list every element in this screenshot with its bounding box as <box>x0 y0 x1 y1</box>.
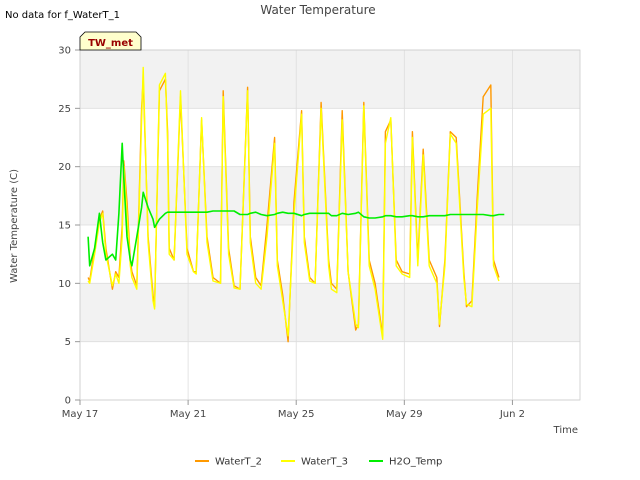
no-data-note: No data for f_WaterT_1 <box>5 10 120 21</box>
legend: WaterT_2 WaterT_3 H2O_Temp <box>195 457 442 468</box>
y-tick-label-10: 10 <box>58 279 71 290</box>
legend-label-watert_2: WaterT_2 <box>215 457 262 468</box>
y-tick-label-25: 25 <box>58 104 71 115</box>
legend-label-h2o_temp: H2O_Temp <box>389 457 442 468</box>
station-tag: TW_met <box>79 31 142 51</box>
series-line-watert_3 <box>87 66 500 340</box>
chart-title: Water Temperature <box>260 3 375 17</box>
y-axis-label: Water Temperature (C) <box>9 169 20 283</box>
shaded-band-2 <box>80 50 580 109</box>
x-tick-label-jun-2: Jun 2 <box>499 409 525 420</box>
station-tag-label: TW_met <box>88 38 133 49</box>
y-tick-label-15: 15 <box>58 221 71 232</box>
y-tick-label-5: 5 <box>65 337 71 348</box>
x-tick-label-may-25: May 25 <box>278 409 315 420</box>
x-axis-label: Time <box>553 425 578 436</box>
y-tick-label-30: 30 <box>58 46 71 57</box>
series-line-h2o_temp <box>87 142 505 267</box>
legend-label-watert_3: WaterT_3 <box>301 457 348 468</box>
x-tick-label-may-21: May 21 <box>170 409 207 420</box>
station-tag-box <box>79 31 142 51</box>
x-tick-label-may-29: May 29 <box>386 409 423 420</box>
shaded-band-1 <box>80 166 580 225</box>
shaded-band-0 <box>80 283 580 342</box>
x-tick-label-may-17: May 17 <box>62 409 99 420</box>
y-tick-label-0: 0 <box>65 396 71 407</box>
y-tick-label-20: 20 <box>58 162 71 173</box>
